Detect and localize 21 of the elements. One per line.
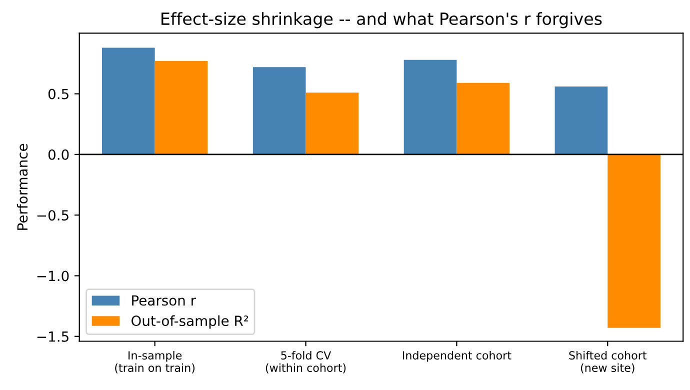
bar bbox=[456, 82, 510, 154]
x-tick-label: 5-fold CV (within cohort) bbox=[266, 350, 346, 374]
legend-label: Pearson r bbox=[132, 295, 196, 306]
bar bbox=[404, 60, 457, 154]
y-tick-label: −1.5 bbox=[37, 332, 68, 342]
y-tick-label: −0.5 bbox=[37, 210, 68, 221]
bar bbox=[252, 67, 306, 154]
y-tick-label: 0.5 bbox=[48, 88, 68, 100]
legend-label: Out-of-sample R² bbox=[132, 315, 248, 329]
bar bbox=[102, 48, 155, 154]
bar bbox=[608, 154, 660, 328]
x-tick-label: Independent cohort bbox=[402, 350, 512, 362]
y-tick-label: 0.0 bbox=[48, 149, 69, 160]
bar bbox=[306, 92, 359, 154]
x-tick-label: Shifted cohort (new site) bbox=[569, 350, 647, 374]
bar bbox=[154, 61, 208, 154]
y-axis-title: Performance bbox=[16, 144, 28, 230]
chart-title: Effect-size shrinkage -- and what Pearson's r forgives bbox=[162, 12, 602, 28]
x-tick-label: In-sample (train on train) bbox=[115, 350, 195, 374]
y-tick-label: −1.0 bbox=[37, 270, 69, 282]
bar bbox=[554, 86, 608, 154]
